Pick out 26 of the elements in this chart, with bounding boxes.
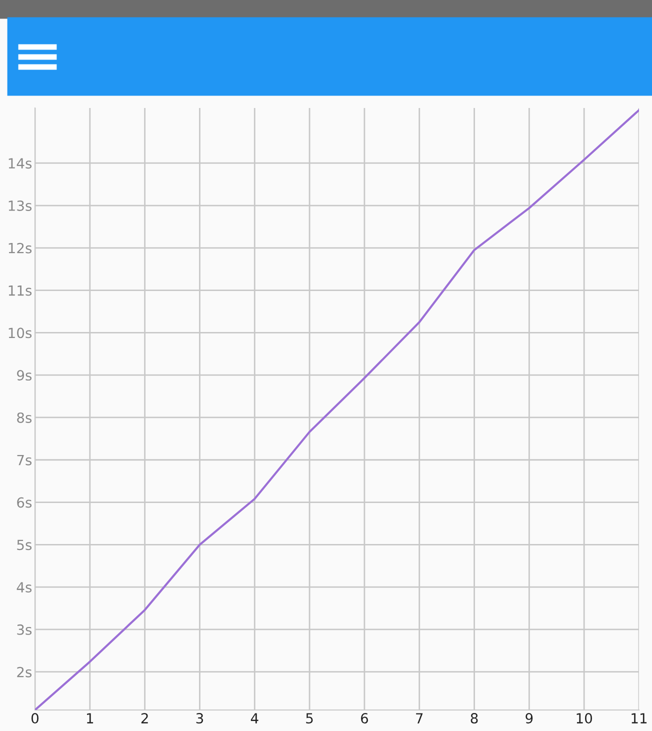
x-tick-label: 1	[87, 713, 94, 724]
x-tick-label: 10	[576, 713, 592, 724]
y-tick-label: 8s	[17, 412, 32, 423]
y-tick-label: 5s	[17, 540, 32, 550]
x-tick-label: 9	[526, 713, 533, 724]
y-tick-label: 12s	[8, 242, 32, 254]
x-tick-label: 3	[196, 713, 204, 724]
x-tick-label: 0	[31, 713, 38, 724]
x-tick-label: 5	[306, 713, 313, 724]
y-tick-label: 4s	[16, 582, 32, 593]
x-tick-label: 7	[416, 713, 423, 724]
y-tick-label: 2s	[17, 666, 32, 678]
y-tick-label: 13s	[8, 200, 32, 211]
y-tick-label: 9s	[17, 370, 32, 381]
y-tick-label: 7s	[17, 455, 32, 466]
x-tick-label: 4	[250, 713, 258, 724]
y-tick-label: 10s	[8, 328, 32, 338]
x-tick-label: 8	[470, 713, 478, 724]
y-tick-label: 3s	[17, 624, 32, 635]
y-tick-label: 14s	[8, 158, 32, 169]
x-tick-label: 11	[632, 713, 647, 724]
y-tick-label: 6s	[17, 497, 32, 508]
y-tick-label: 11s	[8, 285, 32, 296]
x-tick-label: 2	[141, 713, 148, 724]
x-tick-label: 6	[361, 713, 368, 724]
line-series	[35, 109, 639, 710]
